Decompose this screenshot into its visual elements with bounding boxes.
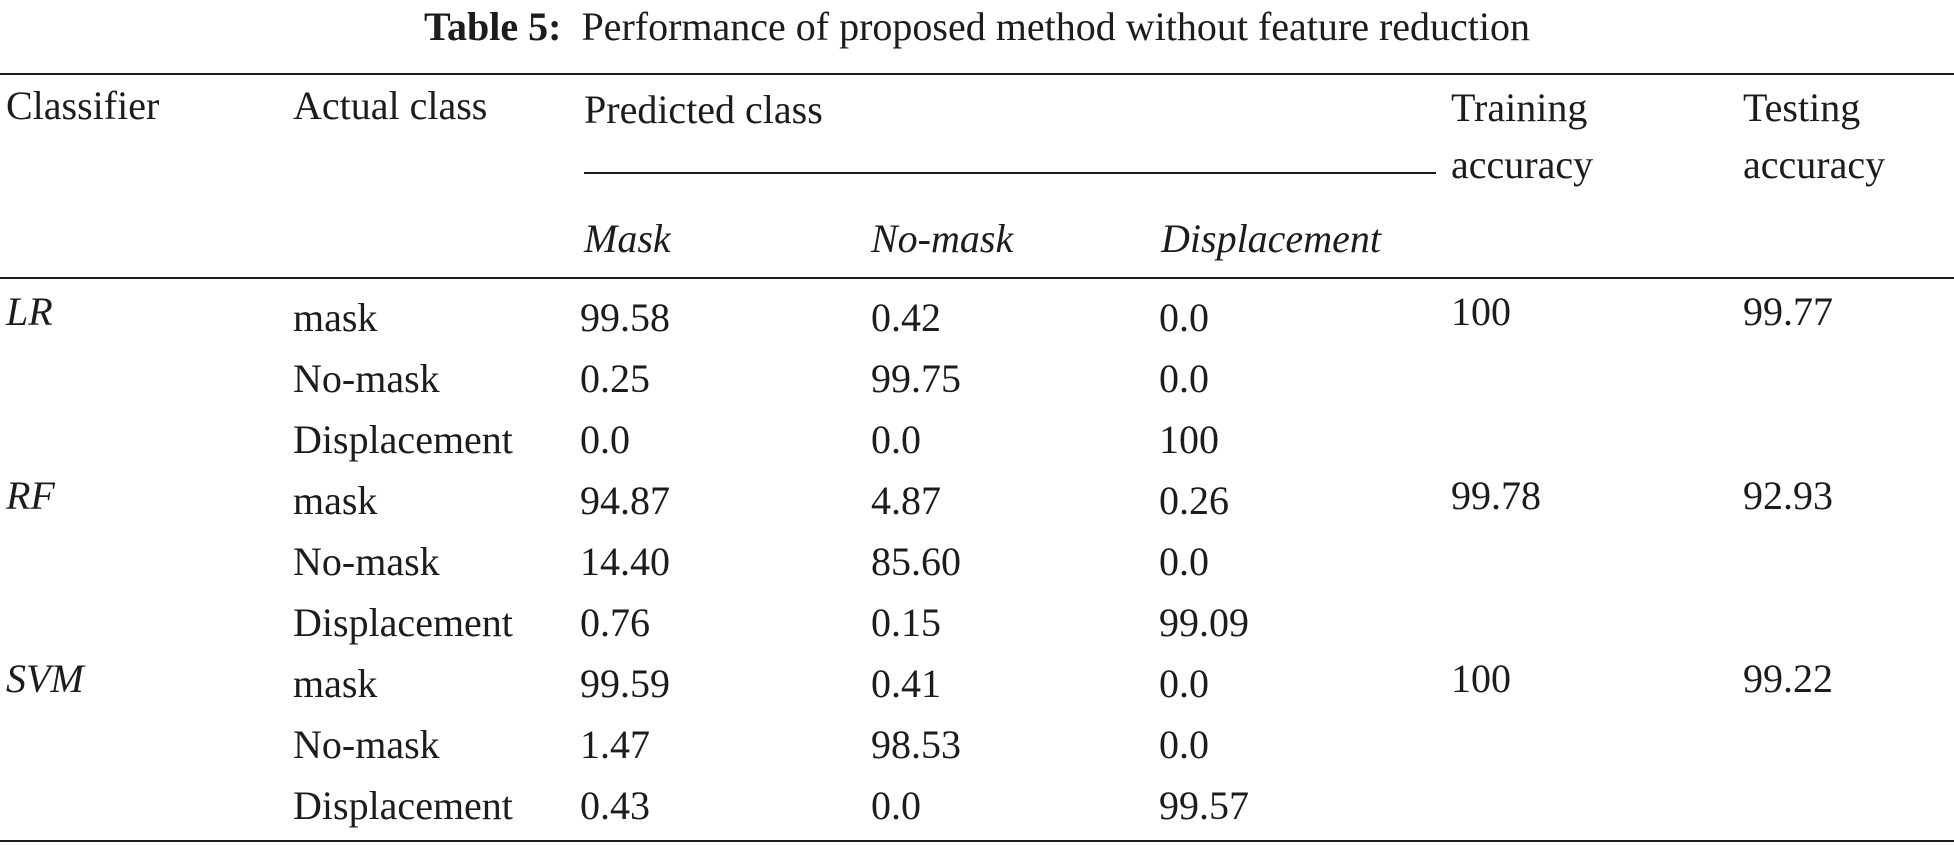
predicted-mask-cell: 99.58 [580,295,670,340]
header-testing-accuracy-line1: Testing [1743,85,1861,130]
predicted-mask-cell: 0.0 [580,417,630,462]
predicted-no-mask-cell: 0.41 [871,661,941,706]
actual-class-cell: mask [293,295,378,340]
classifier-cell: RF [6,473,55,518]
predicted-mask-cell: 94.87 [580,478,670,523]
subheader-mask: Mask [584,216,671,261]
predicted-displacement-cell: 99.57 [1159,783,1249,828]
actual-class-cell: No-mask [293,356,440,401]
predicted-displacement-cell: 0.0 [1159,295,1209,340]
predicted-mask-cell: 0.25 [580,356,650,401]
actual-class-cell: Displacement [293,783,513,828]
header-training-accuracy-line1: Training [1451,85,1588,130]
table-header-bottom-rule [0,277,1954,279]
actual-class-cell: mask [293,661,378,706]
predicted-displacement-cell: 0.26 [1159,478,1229,523]
header-classifier: Classifier [6,83,160,128]
predicted-displacement-cell: 0.0 [1159,356,1209,401]
header-predicted-class: Predicted class [584,87,823,132]
table-bottom-rule [0,840,1954,842]
predicted-displacement-cell: 0.0 [1159,661,1209,706]
header-training-accuracy-line2: accuracy [1451,142,1594,187]
table-caption-text: Performance of proposed method without f… [581,4,1531,49]
predicted-displacement-cell: 99.09 [1159,600,1249,645]
table-caption: Table 5: Performance of proposed method … [0,0,1954,54]
testing-accuracy-cell: 99.22 [1743,656,1833,701]
training-accuracy-cell: 99.78 [1451,473,1541,518]
testing-accuracy-cell: 92.93 [1743,473,1833,518]
training-accuracy-cell: 100 [1451,289,1511,334]
predicted-displacement-cell: 100 [1159,417,1219,462]
predicted-no-mask-cell: 85.60 [871,539,961,584]
predicted-no-mask-cell: 99.75 [871,356,961,401]
predicted-mask-cell: 14.40 [580,539,670,584]
testing-accuracy-cell: 99.77 [1743,289,1833,334]
predicted-no-mask-cell: 0.15 [871,600,941,645]
actual-class-cell: Displacement [293,600,513,645]
predicted-displacement-cell: 0.0 [1159,722,1209,767]
predicted-class-span-rule [584,172,1436,174]
predicted-mask-cell: 0.76 [580,600,650,645]
predicted-mask-cell: 99.59 [580,661,670,706]
predicted-no-mask-cell: 0.42 [871,295,941,340]
subheader-no-mask: No-mask [871,216,1014,261]
actual-class-cell: mask [293,478,378,523]
training-accuracy-cell: 100 [1451,656,1511,701]
actual-class-cell: No-mask [293,539,440,584]
predicted-no-mask-cell: 0.0 [871,783,921,828]
classifier-cell: LR [6,289,53,334]
actual-class-cell: Displacement [293,417,513,462]
predicted-displacement-cell: 0.0 [1159,539,1209,584]
table-top-rule [0,73,1954,75]
classifier-cell: SVM [6,656,84,701]
predicted-no-mask-cell: 4.87 [871,478,941,523]
predicted-mask-cell: 1.47 [580,722,650,767]
actual-class-cell: No-mask [293,722,440,767]
predicted-no-mask-cell: 0.0 [871,417,921,462]
header-actual-class: Actual class [293,83,488,128]
predicted-no-mask-cell: 98.53 [871,722,961,767]
predicted-mask-cell: 0.43 [580,783,650,828]
table-caption-label: Table 5: [423,4,562,49]
subheader-displacement: Displacement [1161,216,1381,261]
header-testing-accuracy-line2: accuracy [1743,142,1886,187]
